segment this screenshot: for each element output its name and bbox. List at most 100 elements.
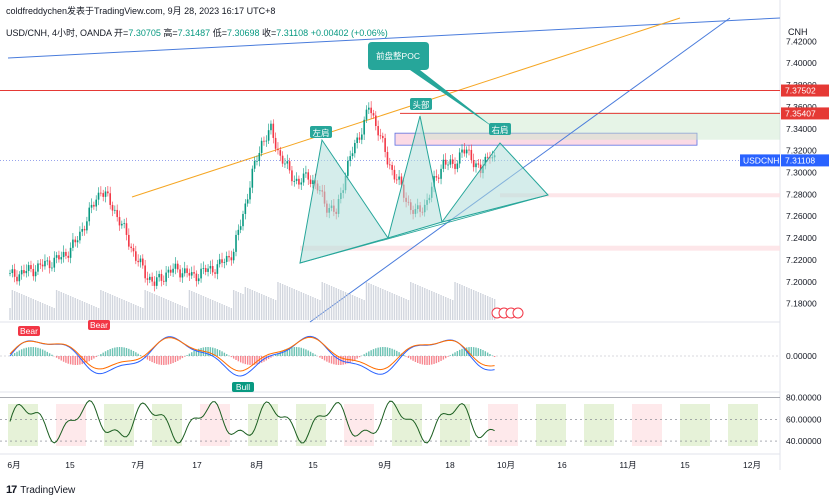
y-tick-label: 7.40000 [786, 58, 817, 68]
macd-histogram-bar [156, 356, 158, 364]
candle-body [195, 273, 198, 282]
volume-bar [470, 289, 473, 320]
macd-histogram-bar [104, 351, 107, 356]
macd-histogram-bar [442, 356, 445, 360]
volume-bar [251, 290, 254, 320]
volume-bar [104, 292, 107, 320]
osc-zone [152, 404, 182, 446]
macd-histogram-bar [62, 356, 65, 362]
candle-body [221, 259, 223, 263]
macd-histogram-bar [435, 356, 438, 364]
candle-body [209, 266, 212, 269]
volume-bar [314, 298, 316, 320]
high-value: 7.31487 [177, 28, 211, 38]
candle-body [97, 192, 100, 200]
macd-histogram-bar [153, 356, 156, 364]
macd-histogram-bar [293, 347, 295, 356]
macd-histogram-bar [23, 348, 25, 356]
macd-histogram-bar [312, 353, 314, 356]
volume-bar [307, 295, 309, 320]
macd-histogram-bar [67, 356, 69, 364]
event-flag-icon [512, 307, 524, 319]
candle-body [437, 177, 440, 179]
volume-bar [223, 305, 226, 320]
candle-body [444, 159, 447, 165]
candle-body [235, 234, 237, 252]
candle-body [183, 268, 186, 274]
macd-histogram-bar [55, 356, 58, 358]
macd-histogram-bar [195, 349, 198, 356]
macd-histogram-bar [342, 356, 344, 365]
macd-histogram-bar [25, 347, 28, 356]
currency-label[interactable]: CNH [788, 27, 808, 37]
candle-body [37, 263, 39, 272]
macd-histogram-bar [41, 349, 44, 356]
volume-bar [379, 288, 382, 320]
volume-bar [235, 291, 237, 320]
head-label-bg [410, 98, 432, 110]
macd-histogram-bar [456, 351, 459, 356]
symbol-title[interactable]: USD/CNH, 4小时, OANDA [6, 28, 112, 38]
macd-histogram-bar [284, 349, 286, 356]
y-tick-label: 7.18000 [786, 299, 817, 309]
price-tag-bg [781, 107, 829, 120]
macd-histogram-bar [18, 350, 21, 356]
left-shoulder-label-bg [310, 126, 332, 138]
macd-histogram-bar [447, 356, 449, 357]
low-label: 低= [212, 28, 227, 38]
candle-body [137, 260, 139, 263]
macd-histogram-bar [477, 348, 480, 356]
candle-body [263, 140, 265, 142]
volume-bar [114, 296, 116, 320]
macd-histogram-bar [468, 347, 470, 356]
volume-bar [291, 288, 293, 320]
volume-bar [9, 308, 11, 320]
candle-body [76, 240, 79, 243]
osc-zone [248, 404, 278, 446]
macd-histogram-bar [475, 347, 477, 356]
macd-histogram-bar [100, 354, 102, 356]
macd-line [9, 335, 495, 377]
macd-histogram-bar [79, 356, 81, 365]
volume-bar [102, 291, 104, 320]
candle-body [158, 273, 160, 278]
candle-body [249, 187, 251, 200]
macd-histogram-bar [386, 347, 389, 356]
macd-histogram-bar [330, 356, 333, 364]
macd-histogram-bar [405, 356, 407, 357]
candle-body [34, 271, 37, 277]
footer: 17 TradingView [6, 484, 75, 496]
macd-histogram-bar [396, 350, 398, 356]
osc-zone [104, 404, 134, 446]
osc-zone [8, 404, 38, 446]
volume-bar [479, 293, 482, 320]
candle-body [265, 140, 268, 142]
x-tick-label: 17 [192, 460, 202, 470]
volume-bar [221, 304, 223, 320]
macd-histogram-bar [407, 356, 410, 359]
volume-bar [242, 294, 244, 320]
macd-histogram-bar [230, 356, 233, 358]
left-shoulder-triangle [299, 138, 389, 264]
volume-bar [160, 297, 163, 320]
candle-body [135, 251, 137, 261]
candle-body [225, 255, 228, 262]
volume-bar [414, 284, 417, 320]
macd-histogram-bar [484, 351, 487, 356]
volume-bar [163, 298, 165, 320]
volume-bar [23, 295, 25, 320]
pink-zone [500, 193, 780, 198]
volume-bar [316, 299, 319, 320]
candle-body [239, 226, 242, 230]
candle-body [382, 135, 384, 139]
candle-body [458, 152, 461, 164]
volume-bar [37, 301, 39, 320]
volume-bar [356, 297, 358, 320]
ohlc-legend[interactable]: USD/CNH, 4小时, OANDA 开=7.30705 高=7.31487 … [6, 26, 388, 39]
pink-zone [300, 245, 780, 251]
volume-bar [246, 288, 249, 320]
bull-tag: Bull [236, 382, 250, 392]
macd-histogram-bar [158, 356, 160, 365]
macd-histogram-bar [288, 347, 291, 356]
